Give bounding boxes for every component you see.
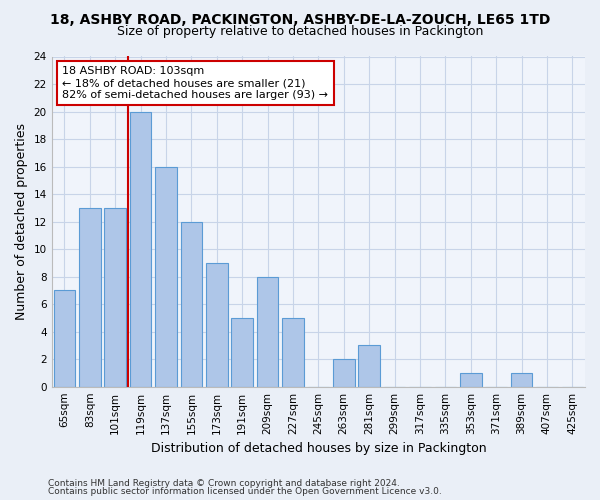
- Bar: [206, 263, 227, 386]
- Bar: [460, 373, 482, 386]
- Bar: [511, 373, 532, 386]
- Bar: [358, 346, 380, 387]
- Bar: [79, 208, 101, 386]
- Text: Contains HM Land Registry data © Crown copyright and database right 2024.: Contains HM Land Registry data © Crown c…: [48, 478, 400, 488]
- Bar: [333, 359, 355, 386]
- Bar: [232, 318, 253, 386]
- Bar: [155, 166, 177, 386]
- Text: Contains public sector information licensed under the Open Government Licence v3: Contains public sector information licen…: [48, 487, 442, 496]
- Bar: [130, 112, 151, 386]
- Text: 18 ASHBY ROAD: 103sqm
← 18% of detached houses are smaller (21)
82% of semi-deta: 18 ASHBY ROAD: 103sqm ← 18% of detached …: [62, 66, 328, 100]
- Bar: [257, 276, 278, 386]
- Text: 18, ASHBY ROAD, PACKINGTON, ASHBY-DE-LA-ZOUCH, LE65 1TD: 18, ASHBY ROAD, PACKINGTON, ASHBY-DE-LA-…: [50, 12, 550, 26]
- Bar: [181, 222, 202, 386]
- X-axis label: Distribution of detached houses by size in Packington: Distribution of detached houses by size …: [151, 442, 486, 455]
- Bar: [282, 318, 304, 386]
- Text: Size of property relative to detached houses in Packington: Size of property relative to detached ho…: [117, 25, 483, 38]
- Bar: [104, 208, 126, 386]
- Y-axis label: Number of detached properties: Number of detached properties: [15, 123, 28, 320]
- Bar: [53, 290, 75, 386]
